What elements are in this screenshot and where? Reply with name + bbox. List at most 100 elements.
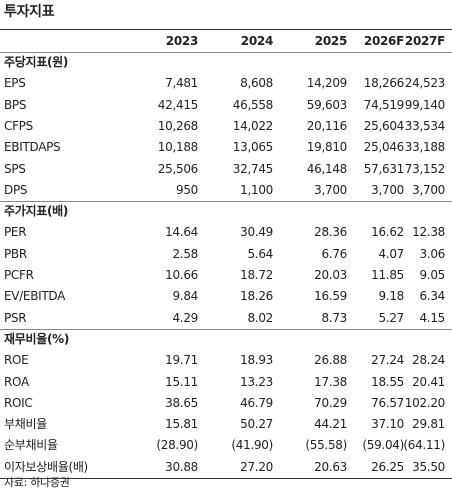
cell: 4.07 — [378, 246, 404, 261]
cell: 28.24 — [412, 353, 445, 368]
cell: 30.49 — [240, 225, 273, 240]
cell: 17.38 — [314, 374, 347, 389]
cell: 14,022 — [232, 118, 274, 133]
cell: 20,116 — [306, 118, 348, 133]
cell: 24,523 — [404, 76, 446, 91]
row-label: 부채비율 — [4, 417, 47, 432]
cell: 6.34 — [419, 289, 445, 304]
cell: 19.71 — [165, 353, 198, 368]
row-label: PCFR — [4, 268, 34, 282]
cell: 20.41 — [412, 374, 445, 389]
cell: (41.90) — [231, 438, 273, 453]
column-header: 2025 — [314, 34, 348, 48]
cell: 33,188 — [404, 140, 446, 155]
cell: 28.36 — [314, 225, 347, 240]
cell: 73,152 — [404, 161, 446, 176]
cell: 13.23 — [240, 374, 273, 389]
cell: 8.02 — [247, 310, 273, 325]
cell: 10.66 — [165, 268, 198, 282]
row-label: EV/EBITDA — [4, 289, 66, 304]
cell: 18.93 — [240, 353, 273, 368]
cell: 44.21 — [314, 417, 347, 432]
section-label: 주가지표(배) — [4, 204, 69, 219]
cell: 76.57 — [371, 395, 404, 410]
cell: 18.26 — [240, 289, 273, 304]
row-label: ROIC — [4, 395, 33, 410]
cell: 35.50 — [412, 459, 445, 474]
section-label: 재무비율(%) — [4, 331, 70, 346]
cell: 3.06 — [419, 246, 445, 261]
cell: 9.18 — [378, 289, 404, 304]
cell: 18.72 — [240, 268, 273, 282]
section-label: 주당지표(원) — [4, 55, 69, 69]
cell: 4.29 — [172, 310, 198, 325]
cell: 32,745 — [232, 161, 274, 176]
column-header: 2024 — [240, 34, 274, 48]
cell: 2.58 — [172, 246, 198, 261]
cell: 14,209 — [306, 76, 348, 91]
cell: 46,558 — [232, 97, 274, 112]
rule — [0, 201, 452, 203]
cell: 3,700 — [371, 182, 404, 197]
cell: 70.29 — [314, 395, 347, 410]
cell: 59,603 — [306, 97, 348, 112]
row-label: EBITDAPS — [4, 140, 61, 155]
column-header: 2027F — [404, 34, 445, 48]
cell: 57,631 — [363, 161, 405, 176]
cell: 25,506 — [157, 161, 199, 176]
cell: 8.73 — [321, 310, 347, 325]
cell: 20.63 — [314, 459, 347, 474]
cell: 10,188 — [157, 140, 199, 155]
cell: (59.04) — [362, 438, 404, 453]
cell: 8,608 — [240, 76, 273, 91]
cell: 9.05 — [419, 268, 445, 282]
source: 자료: 하나증권 — [4, 476, 70, 489]
cell: 4.15 — [419, 310, 445, 325]
row-label: BPS — [4, 97, 27, 112]
cell: 27.24 — [371, 353, 404, 368]
cell: 27.20 — [240, 459, 273, 474]
row-label: PER — [4, 225, 27, 240]
cell: 6.76 — [321, 246, 347, 261]
cell: 37.10 — [371, 417, 404, 432]
cell: 19,810 — [306, 140, 348, 155]
row-label: CFPS — [4, 118, 33, 133]
cell: 18,266 — [363, 76, 405, 91]
cell: 74,519 — [363, 97, 405, 112]
row-label: EPS — [4, 76, 26, 91]
cell: 50.27 — [240, 417, 273, 432]
rule — [0, 29, 452, 30]
cell: 11.85 — [371, 268, 404, 282]
row-label: SPS — [4, 161, 26, 176]
cell: 3,700 — [314, 182, 347, 197]
rule — [0, 52, 452, 53]
row-label: DPS — [4, 182, 28, 197]
row-label: PBR — [4, 246, 27, 261]
cell: 5.27 — [378, 310, 404, 325]
cell: 18.55 — [371, 374, 404, 389]
cell: 15.81 — [165, 417, 198, 432]
cell: 950 — [175, 182, 198, 197]
column-header: 2026F — [363, 34, 404, 48]
cell: 30.88 — [165, 459, 198, 474]
rule — [0, 478, 452, 479]
cell: 7,481 — [165, 76, 198, 91]
cell: 15.11 — [165, 374, 198, 389]
row-label: 순부채비율 — [4, 438, 58, 453]
cell: (55.58) — [305, 438, 347, 453]
cell: 13,065 — [232, 140, 274, 155]
row-label: ROA — [4, 374, 29, 389]
cell: 5.64 — [247, 246, 273, 261]
row-label: PSR — [4, 310, 27, 325]
cell: 14.64 — [165, 225, 198, 240]
cell: 46.79 — [240, 395, 273, 410]
cell: 12.38 — [412, 225, 445, 240]
cell: (28.90) — [156, 438, 198, 453]
title: 투자지표 — [4, 4, 55, 20]
rule — [0, 328, 452, 330]
cell: 99,140 — [404, 97, 446, 112]
cell: 102.20 — [404, 395, 446, 410]
cell: 10,268 — [157, 118, 199, 133]
row-label: ROE — [4, 353, 29, 368]
